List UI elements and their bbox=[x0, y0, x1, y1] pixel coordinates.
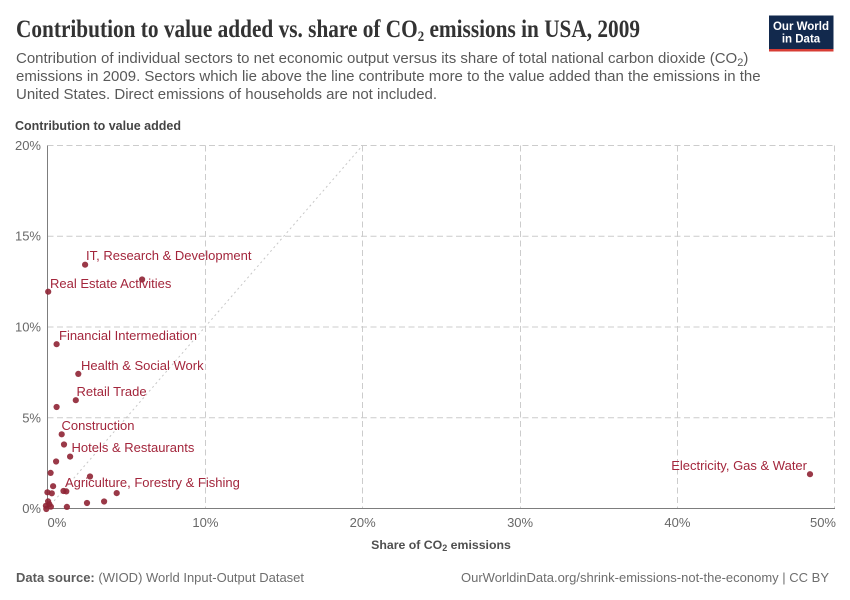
svg-text:IT, Research & Development: IT, Research & Development bbox=[86, 248, 252, 263]
svg-text:Agriculture, Forestry & Fishin: Agriculture, Forestry & Fishing bbox=[65, 475, 240, 490]
svg-text:20%: 20% bbox=[15, 138, 41, 153]
svg-text:Contribution of individual sec: Contribution of individual sectors to ne… bbox=[16, 50, 748, 69]
svg-text:Electricity, Gas & Water: Electricity, Gas & Water bbox=[671, 458, 807, 473]
svg-text:in Data: in Data bbox=[782, 33, 821, 45]
svg-text:15%: 15% bbox=[15, 229, 41, 244]
svg-text:10%: 10% bbox=[192, 515, 218, 530]
svg-text:OurWorldinData.org/shrink-emis: OurWorldinData.org/shrink-emissions-not-… bbox=[461, 570, 829, 585]
svg-text:United States. Direct emission: United States. Direct emissions of house… bbox=[16, 86, 437, 103]
svg-text:0%: 0% bbox=[22, 501, 41, 516]
svg-text:Hotels & Restaurants: Hotels & Restaurants bbox=[72, 440, 195, 455]
svg-text:Retail Trade: Retail Trade bbox=[77, 384, 147, 399]
svg-text:20%: 20% bbox=[350, 515, 376, 530]
svg-text:40%: 40% bbox=[664, 515, 690, 530]
svg-text:Health & Social Work: Health & Social Work bbox=[81, 358, 204, 373]
svg-text:0%: 0% bbox=[48, 515, 67, 530]
svg-text:Real Estate Activities: Real Estate Activities bbox=[50, 276, 172, 291]
svg-text:emissions in 2009. Sectors whi: emissions in 2009. Sectors which lie abo… bbox=[16, 68, 761, 85]
svg-text:Contribution to value added vs: Contribution to value added vs. share of… bbox=[16, 16, 640, 45]
svg-text:Financial Intermediation: Financial Intermediation bbox=[59, 328, 197, 343]
svg-text:30%: 30% bbox=[507, 515, 533, 530]
svg-text:50%: 50% bbox=[810, 515, 836, 530]
svg-text:Contribution to value added: Contribution to value added bbox=[15, 119, 181, 133]
svg-text:Construction: Construction bbox=[62, 418, 135, 433]
svg-text:10%: 10% bbox=[15, 319, 41, 334]
svg-text:Our World: Our World bbox=[773, 21, 829, 33]
svg-text:Share of CO2 emissions: Share of CO2 emissions bbox=[371, 538, 511, 553]
svg-text:5%: 5% bbox=[22, 410, 41, 425]
svg-text:Data source: (WIOD) World Inpu: Data source: (WIOD) World Input-Output D… bbox=[16, 570, 304, 585]
